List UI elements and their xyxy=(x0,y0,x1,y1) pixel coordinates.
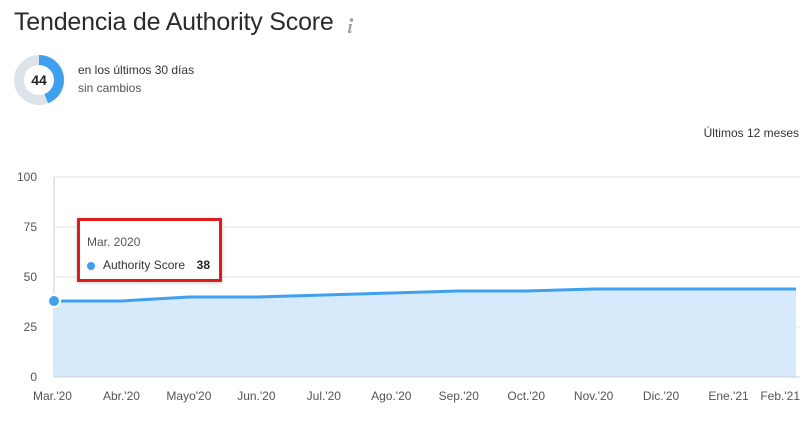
highlighted-data-point xyxy=(47,294,61,308)
x-tick-label: Jul.'20 xyxy=(307,389,342,403)
x-tick-label: Nov.'20 xyxy=(574,389,614,403)
score-period-text: en los últimos 30 días xyxy=(78,63,195,77)
score-donut xyxy=(14,55,64,105)
tooltip-date: Mar. 2020 xyxy=(87,235,141,249)
info-icon[interactable] xyxy=(343,15,357,35)
x-tick-label: Abr.'20 xyxy=(103,389,140,403)
tooltip-series-label: Authority Score xyxy=(103,258,186,272)
score-value: 44 xyxy=(31,72,47,88)
y-tick-label: 100 xyxy=(17,170,37,184)
tooltip-series-dot xyxy=(87,262,95,270)
page-title: Tendencia de Authority Score xyxy=(14,8,334,36)
authority-score-chart: 0 25 50 75 100 Mar.'20 Abr.'20 Mayo'20 Jun.'20 Ju… xyxy=(17,170,800,403)
y-tick-label: 25 xyxy=(24,320,38,334)
score-donut-fill xyxy=(14,55,64,105)
x-tick-label: Ene.'21 xyxy=(708,389,749,403)
x-tick-label: Jun.'20 xyxy=(237,389,276,403)
x-tick-label: Ago.'20 xyxy=(371,389,412,403)
x-tick-label: Sep.'20 xyxy=(439,389,480,403)
series-area xyxy=(54,289,796,377)
y-tick-label: 0 xyxy=(30,370,37,384)
x-tick-label: Mayo'20 xyxy=(166,389,211,403)
period-selector[interactable]: Últimos 12 meses xyxy=(703,126,799,140)
x-tick-label: Oct.'20 xyxy=(507,389,545,403)
title-row: Tendencia de Authority Score xyxy=(14,8,357,37)
y-tick-label: 75 xyxy=(24,220,38,234)
authority-score-summary: 44 en los últimos 30 días sin cambios xyxy=(14,55,314,105)
score-change-text: sin cambios xyxy=(78,81,142,95)
x-tick-label: Mar.'20 xyxy=(33,389,72,403)
y-tick-label: 50 xyxy=(24,270,38,284)
x-tick-label: Feb.'21 xyxy=(760,389,800,403)
x-tick-label: Dic.'20 xyxy=(643,389,680,403)
chart-tooltip: Mar. 2020 Authority Score 38 xyxy=(77,218,222,282)
tooltip-value: 38 xyxy=(196,258,210,272)
series-line xyxy=(54,287,796,303)
